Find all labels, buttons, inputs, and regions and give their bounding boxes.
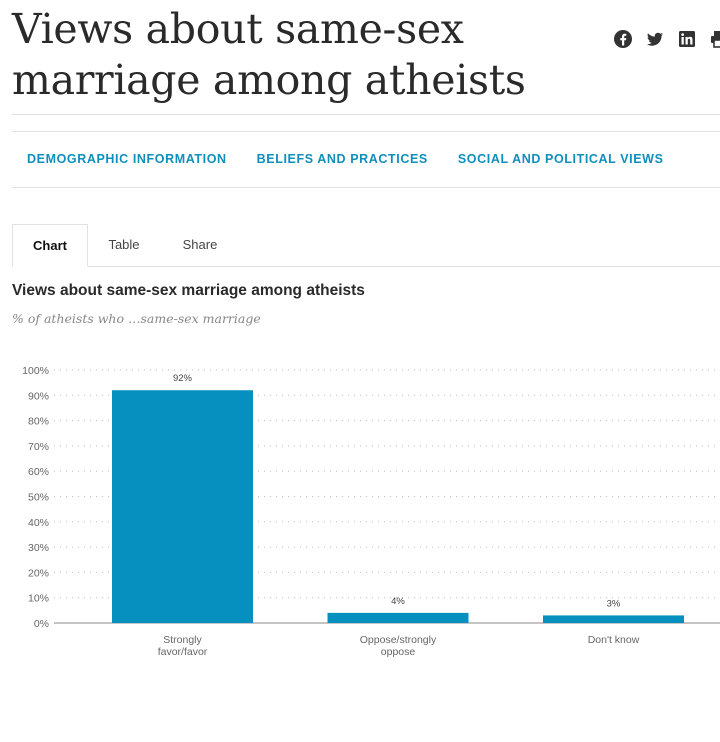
data-label: 4%	[391, 596, 405, 607]
category-label: Strongly favor/favor	[158, 634, 208, 658]
category-label-line: Strongly	[163, 634, 202, 646]
y-tick-label: 80%	[28, 416, 49, 428]
y-tick-label: 100%	[22, 365, 49, 377]
linkedin-icon[interactable]	[676, 28, 698, 50]
bar-0	[112, 390, 253, 623]
facebook-icon[interactable]	[612, 28, 634, 50]
divider-nav-bottom	[12, 187, 720, 188]
category-label-line: oppose	[381, 646, 416, 658]
data-label: 3%	[607, 598, 621, 609]
bar-1	[327, 612, 469, 623]
y-tick-label: 70%	[28, 441, 49, 453]
tab-share[interactable]: Share	[182, 237, 218, 252]
divider-top	[12, 114, 720, 115]
category-label-line: Oppose/strongly	[360, 634, 437, 646]
tab-table[interactable]: Table	[108, 237, 140, 252]
y-tick-label: 60%	[28, 466, 49, 478]
bar-chart: 0% 10% 20% 30% 40% 50% 60% 70% 80% 90% 100% 92% Stro…	[22, 365, 720, 658]
twitter-icon[interactable]	[644, 28, 666, 50]
divider-nav-top	[12, 131, 720, 132]
section-nav: DEMOGRAPHIC INFORMATION BELIEFS AND PRAC…	[27, 152, 664, 166]
y-tick-label: 10%	[28, 593, 49, 605]
category-label: Oppose/strongly oppose	[360, 634, 437, 658]
chart-subtitle: % of atheists who …same-sex marriage	[12, 311, 261, 326]
category-label-line: Don't know	[588, 634, 640, 646]
chart-tabs: Chart Table Share	[12, 224, 720, 267]
category-label-line: favor/favor	[158, 646, 208, 658]
nav-beliefs-and-practices[interactable]: BELIEFS AND PRACTICES	[256, 152, 428, 166]
page-title: Views about same-sex marriage among athe…	[12, 5, 526, 104]
share-bar	[612, 28, 720, 50]
chart-title: Views about same-sex marriage among athe…	[12, 282, 365, 299]
bar-2	[543, 615, 684, 623]
nav-social-and-political-views[interactable]: SOCIAL AND POLITICAL VIEWS	[457, 152, 664, 166]
y-tick-label: 30%	[28, 542, 49, 554]
y-tick-label: 90%	[28, 390, 49, 402]
tab-chart[interactable]: Chart	[12, 224, 88, 267]
nav-demographic-information[interactable]: DEMOGRAPHIC INFORMATION	[27, 152, 227, 166]
data-label: 92%	[173, 373, 193, 384]
y-tick-label: 50%	[28, 492, 49, 504]
y-tick-label: 40%	[28, 517, 49, 529]
y-tick-label: 20%	[28, 567, 49, 579]
y-tick-label: 0%	[34, 618, 49, 630]
print-icon[interactable]	[708, 28, 720, 50]
category-label: Don't know	[588, 634, 640, 646]
